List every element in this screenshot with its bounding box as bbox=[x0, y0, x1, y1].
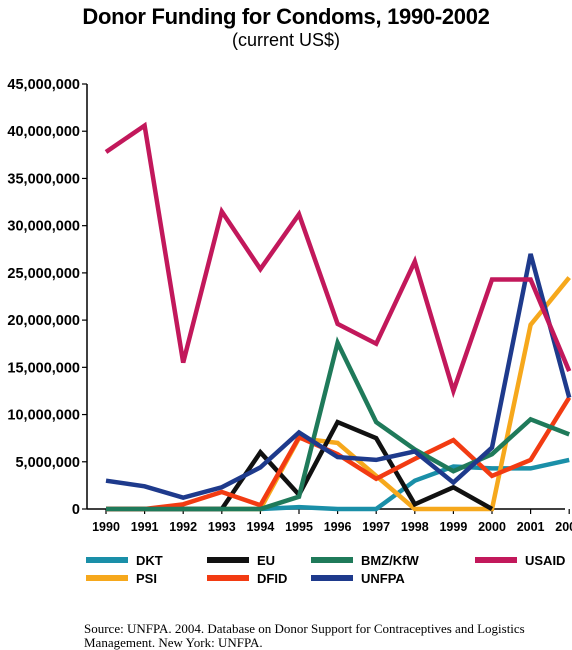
series-line-bmz-kfw bbox=[106, 336, 571, 512]
source-text: UNFPA. 2004. Database on Donor Support f… bbox=[84, 621, 525, 650]
y-tick-label: 25,000,000 bbox=[7, 266, 80, 282]
y-tick-label: 10,000,000 bbox=[7, 408, 80, 424]
chart-legend: DKT EU BMZ/KfW USAID PSI DFID UNFPA bbox=[86, 553, 565, 586]
y-tick-label: 0 bbox=[72, 502, 80, 518]
y-tick-label: 45,000,000 bbox=[7, 77, 80, 93]
x-tick-label: 1999 bbox=[439, 520, 467, 534]
x-tick-label: 1995 bbox=[285, 520, 313, 534]
y-tick-label: 40,000,000 bbox=[7, 124, 80, 140]
y-tick-label: 15,000,000 bbox=[7, 360, 80, 376]
series-line-dfid bbox=[106, 396, 572, 512]
legend-label-usaid: USAID bbox=[525, 553, 565, 568]
y-tick-label: 30,000,000 bbox=[7, 219, 80, 235]
legend-label-eu: EU bbox=[257, 553, 275, 568]
x-tick-label: 1994 bbox=[246, 520, 274, 534]
legend-label-psi: PSI bbox=[136, 571, 157, 586]
x-tick-label: 1996 bbox=[324, 520, 352, 534]
x-tick-label: 2000 bbox=[478, 520, 506, 534]
series-line-unfpa bbox=[105, 253, 572, 501]
legend-label-unfpa: UNFPA bbox=[361, 571, 405, 586]
x-tick-label: 2001 bbox=[517, 520, 545, 534]
chart-series-layer bbox=[104, 121, 572, 512]
series-line-usaid bbox=[104, 121, 572, 399]
x-tick-label: 1998 bbox=[401, 520, 429, 534]
chart-axes: 0 5,000,000 10,000,000 15,000,000 20,000,000… bbox=[7, 77, 572, 534]
y-tick-label: 35,000,000 bbox=[7, 171, 80, 187]
x-tick-label: 1993 bbox=[208, 520, 236, 534]
legend-label-bmz-kfw: BMZ/KfW bbox=[361, 553, 419, 568]
chart-subtitle: (current US$) bbox=[231, 30, 341, 50]
y-tick-label: 20,000,000 bbox=[7, 313, 80, 329]
legend-label-dkt: DKT bbox=[136, 553, 163, 568]
x-tick-label: 2002 bbox=[555, 520, 572, 534]
x-tick-label: 1997 bbox=[362, 520, 390, 534]
chart-plot: 0 5,000,000 10,000,000 15,000,000 20,000,000… bbox=[7, 77, 572, 586]
x-tick-label: 1991 bbox=[131, 520, 159, 534]
x-tick-label: 1990 bbox=[92, 520, 120, 534]
chart-title: Donor Funding for Condoms, 1990-2002 bbox=[82, 4, 490, 29]
legend-label-dfid: DFID bbox=[257, 571, 287, 586]
source-note: Source: UNFPA. 2004. Database on Donor S… bbox=[84, 622, 554, 650]
x-tick-label: 1992 bbox=[169, 520, 197, 534]
source-label: Source: bbox=[84, 621, 124, 636]
y-tick-label: 5,000,000 bbox=[15, 455, 80, 471]
